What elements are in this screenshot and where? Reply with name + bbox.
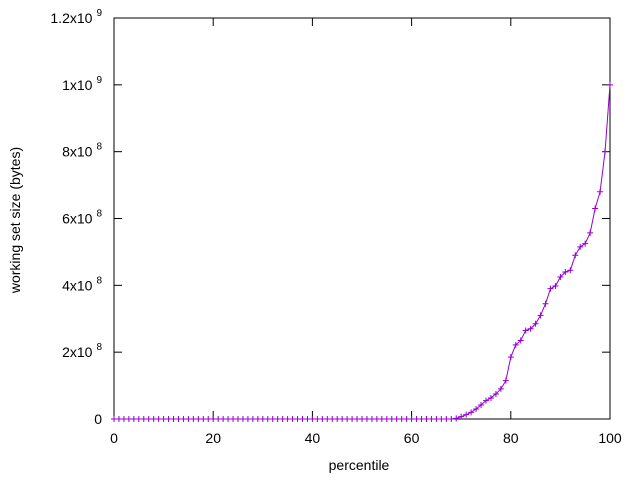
data-point bbox=[497, 385, 504, 392]
data-point bbox=[537, 312, 544, 319]
data-point bbox=[453, 415, 460, 422]
data-point bbox=[592, 205, 599, 212]
data-point bbox=[567, 267, 574, 274]
data-point bbox=[562, 268, 569, 275]
series-layer bbox=[111, 81, 613, 422]
y-tick-label: 1.2x10 9 bbox=[50, 8, 102, 26]
y-tick-label: 8x10 8 bbox=[62, 142, 102, 160]
x-tick-label: 20 bbox=[205, 430, 221, 446]
data-point bbox=[542, 300, 549, 307]
data-point bbox=[597, 188, 604, 195]
series-line bbox=[114, 84, 611, 420]
x-tick-labels: 0 20 40 60 80 100 bbox=[110, 430, 622, 446]
data-point bbox=[607, 81, 613, 88]
data-point bbox=[487, 394, 494, 401]
y-tick-label: 0 bbox=[94, 411, 102, 427]
y-tick-label: 6x10 8 bbox=[62, 209, 102, 227]
x-tick-label: 100 bbox=[598, 430, 622, 446]
data-point bbox=[577, 243, 584, 250]
data-point bbox=[522, 327, 529, 334]
tick-marks bbox=[113, 17, 611, 420]
y-tick-labels: 0 2x10 8 4x10 8 6x10 8 8x10 8 1x10 9 1.2x10 9 bbox=[50, 8, 102, 427]
data-point bbox=[602, 148, 609, 155]
data-point bbox=[448, 416, 455, 422]
data-point bbox=[483, 397, 489, 404]
data-point bbox=[478, 401, 485, 408]
data-point bbox=[458, 413, 465, 420]
x-tick-label: 0 bbox=[110, 430, 118, 446]
data-point bbox=[532, 320, 539, 327]
data-point bbox=[587, 229, 594, 236]
data-point bbox=[582, 240, 589, 247]
data-point bbox=[517, 337, 524, 344]
data-point bbox=[463, 411, 470, 418]
data-point bbox=[492, 390, 499, 397]
data-point bbox=[527, 325, 534, 332]
y-tick-label: 1x10 9 bbox=[62, 75, 102, 93]
data-point bbox=[552, 283, 559, 290]
data-point bbox=[572, 252, 579, 259]
y-axis-label: working set size (bytes) bbox=[7, 147, 23, 294]
x-tick-label: 40 bbox=[305, 430, 321, 446]
data-point bbox=[473, 405, 480, 412]
data-point bbox=[557, 273, 564, 280]
y-tick-label: 4x10 8 bbox=[62, 275, 102, 293]
x-tick-label: 60 bbox=[404, 430, 420, 446]
data-point bbox=[502, 377, 509, 384]
data-point bbox=[512, 341, 519, 348]
data-point bbox=[547, 285, 554, 292]
data-point bbox=[468, 409, 475, 416]
y-tick-label: 2x10 8 bbox=[62, 342, 102, 360]
data-point bbox=[507, 354, 514, 361]
plot-frame bbox=[113, 17, 611, 420]
x-axis-label: percentile bbox=[329, 457, 390, 473]
x-tick-label: 80 bbox=[503, 430, 519, 446]
